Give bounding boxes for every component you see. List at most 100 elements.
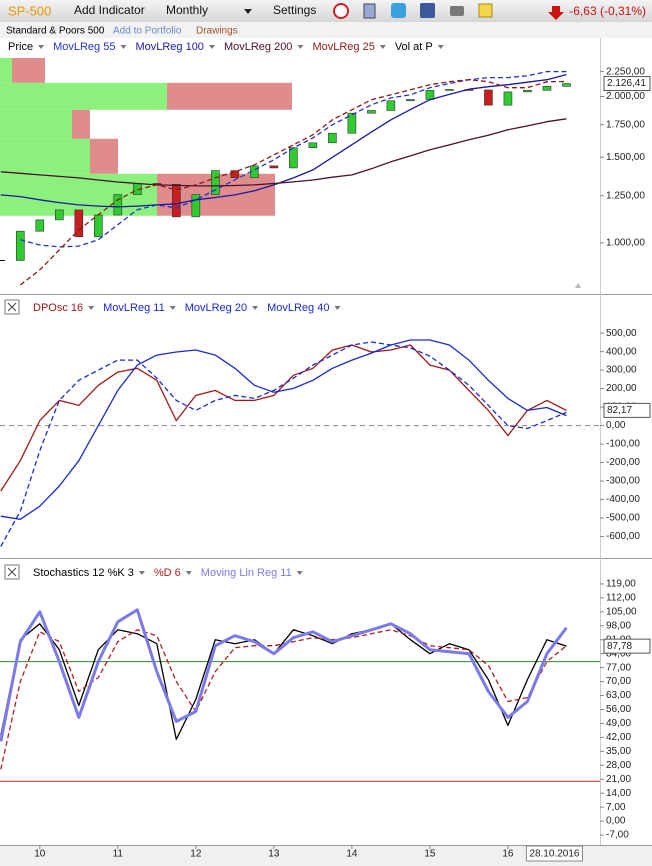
y-tick-label: 28,00 (606, 760, 631, 771)
legend-entry[interactable]: Moving Lin Reg 11 (201, 567, 292, 579)
series-line (19, 79, 567, 286)
y-tick-label: 300,00 (606, 365, 637, 376)
y-tick-label: 35,00 (606, 746, 631, 757)
close-icon[interactable] (7, 567, 17, 577)
series-line (0, 344, 567, 492)
date-label: 28.10.2016 (529, 849, 579, 860)
legend-menu-arrow[interactable] (437, 45, 444, 49)
legend-entry[interactable]: MovLReg 40 (267, 302, 329, 314)
y-tick-label: 49,00 (606, 718, 631, 729)
legend-menu-arrow[interactable] (252, 306, 259, 310)
candle (308, 142, 318, 149)
value-box (603, 76, 651, 92)
price-change: -6,63 (-0,31%) (569, 4, 646, 18)
symbol[interactable]: SP-500 (8, 3, 51, 18)
y-tick-label: -100,00 (606, 439, 640, 450)
legend-menu-arrow[interactable] (334, 306, 341, 310)
legend-menu-arrow[interactable] (88, 306, 95, 310)
x-tick-label: 11 (113, 849, 124, 860)
dropdown-arrow[interactable] (244, 9, 252, 14)
legend-menu-arrow[interactable] (169, 306, 176, 310)
plot-area (0, 58, 571, 286)
legend-entry[interactable]: MovLReg 200 (224, 41, 293, 53)
y-tick-label: -500,00 (606, 513, 640, 524)
legend-entry[interactable]: MovLReg 25 (312, 41, 374, 53)
y-tick-label: 0,00 (606, 816, 626, 827)
y-tick-label: 1.500,00 (606, 152, 645, 163)
scroll-marker[interactable] (575, 283, 581, 288)
facebook-icon[interactable] (420, 3, 435, 18)
settings-button[interactable]: Settings (273, 3, 316, 17)
candle (230, 170, 240, 178)
y-tick-label: 77,00 (606, 662, 631, 673)
series-line (0, 339, 567, 520)
legend-entry[interactable]: MovLReg 100 (135, 41, 204, 53)
candle (425, 90, 435, 100)
portfolio-icon[interactable] (363, 3, 376, 19)
x-axis-band (0, 846, 652, 866)
y-tick-label: 400,00 (606, 346, 637, 357)
notes-icon[interactable] (478, 3, 493, 18)
y-tick-label: 84,00 (606, 648, 631, 659)
legend-entry[interactable]: MovLReg 20 (185, 302, 247, 314)
y-tick-label: -200,00 (606, 457, 640, 468)
x-tick-label: 12 (190, 849, 202, 860)
y-tick-label: 70,00 (606, 676, 631, 687)
y-tick-label: 500,00 (606, 328, 637, 339)
volume-up-bar (0, 173, 157, 216)
legend-menu-arrow[interactable] (208, 45, 215, 49)
legend-menu-arrow[interactable] (297, 45, 304, 49)
legend-menu-arrow[interactable] (138, 571, 145, 575)
instrument-name: Standard & Poors 500 (6, 26, 105, 37)
close-icon[interactable] (7, 302, 17, 312)
x-tick-label: 13 (268, 849, 280, 860)
legend-menu-arrow[interactable] (379, 45, 386, 49)
legend-entry[interactable]: %D 6 (154, 567, 181, 579)
series-line (0, 118, 567, 187)
candle (191, 194, 201, 218)
drawings-link[interactable]: Drawings (196, 26, 238, 37)
candle (211, 170, 220, 195)
legend-entry[interactable]: Price (8, 41, 33, 53)
legend-menu-arrow[interactable] (120, 45, 127, 49)
add-indicator-button[interactable]: Add Indicator (74, 3, 145, 17)
volume-down-bar (90, 138, 118, 174)
value-label: 82,17 (607, 405, 632, 416)
volume-up-bar (0, 58, 12, 83)
plot-area (0, 608, 600, 782)
candle (347, 112, 357, 134)
legend-entry[interactable]: Stochastics 12 %K 3 (33, 567, 134, 579)
twitter-icon[interactable] (391, 3, 406, 18)
candle (172, 183, 181, 218)
value-label: 2.126,41 (607, 78, 646, 89)
plot-area (0, 339, 600, 547)
candle (113, 194, 123, 216)
candle (54, 209, 64, 221)
y-tick-label: 200,00 (606, 383, 637, 394)
legend-menu-arrow[interactable] (296, 571, 303, 575)
add-to-portfolio[interactable]: Add to Portfolio (113, 26, 182, 37)
volume-down-bar (167, 82, 292, 110)
legend-menu-arrow[interactable] (185, 571, 192, 575)
volume-up-bar (0, 82, 167, 110)
subheader (0, 22, 652, 38)
y-tick-label: 105,00 (606, 606, 637, 617)
volume-up-bar (0, 138, 90, 174)
legend-entry[interactable]: Vol at P (395, 41, 433, 53)
legend-menu-arrow[interactable] (38, 45, 45, 49)
period-select[interactable]: Monthly (166, 3, 208, 17)
legend-entry[interactable]: MovLReg 11 (103, 302, 165, 314)
y-tick-label: 98,00 (606, 620, 631, 631)
y-tick-label: -400,00 (606, 494, 640, 505)
candle (74, 209, 84, 237)
camera-icon[interactable] (450, 6, 464, 16)
series-line (0, 341, 567, 547)
y-tick-label: 56,00 (606, 704, 631, 715)
legend-entry[interactable]: MovLReg 55 (53, 41, 115, 53)
alarm-icon[interactable] (333, 3, 349, 19)
series-line (0, 629, 567, 770)
legend-entry[interactable]: DPOsc 16 (33, 302, 83, 314)
y-tick-label: 21,00 (606, 774, 631, 785)
change-arrow (548, 6, 564, 20)
